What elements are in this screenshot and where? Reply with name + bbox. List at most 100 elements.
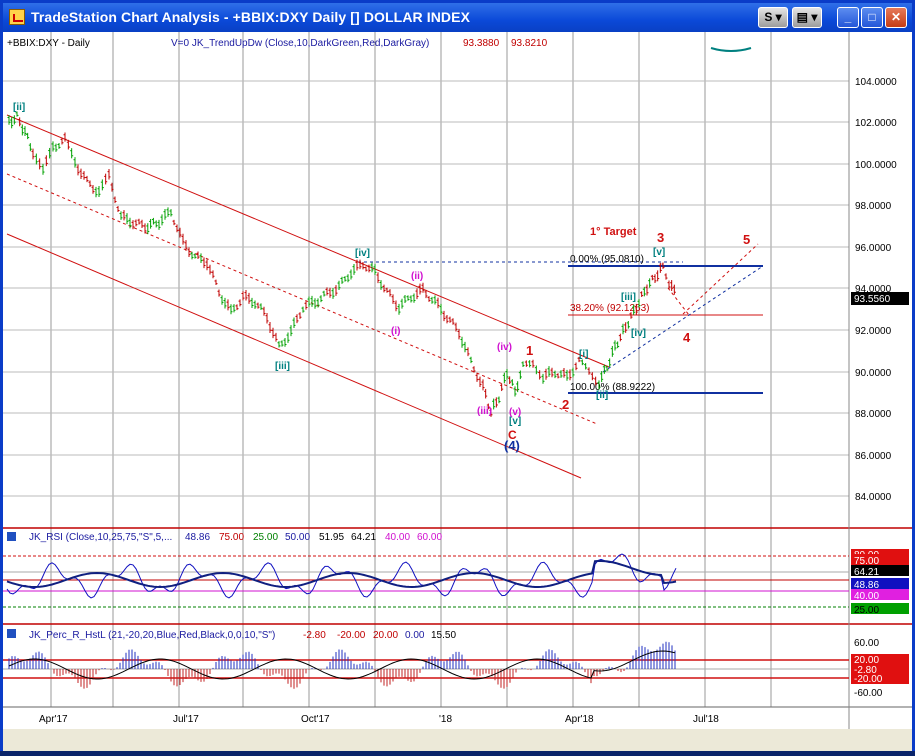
tradestation-app-icon[interactable] (9, 9, 25, 25)
price-tick-label: 96.0000 (855, 243, 892, 254)
wave-label-ii: [ii] (13, 102, 25, 113)
perc-value-1: -2.80 (303, 630, 326, 641)
perc-r-pane[interactable]: JK_Perc_R_HstL (21,-20,20,Blue,Red,Black… (3, 629, 909, 699)
wave-label-sub-v: (v) (509, 407, 521, 418)
channel-mid-line (6, 173, 598, 425)
projection-red-dashed (682, 243, 759, 315)
last-price-label: 93.5560 (854, 294, 891, 305)
wave-label-right-iii: [iii] (621, 292, 636, 303)
perc-value-4: 0.00 (405, 630, 425, 641)
price-tick-label: 84.0000 (855, 492, 892, 503)
price-bars (7, 111, 676, 417)
indicator-value-1: 93.3880 (463, 38, 500, 49)
fibonacci-lines (358, 243, 764, 394)
fib-top-label: 0.00% (95.0810) (570, 254, 644, 265)
horizontal-scrollbar[interactable] (3, 729, 912, 751)
x-label-jul18: Jul'18 (693, 714, 719, 725)
perc-axis-20: 20.00 (854, 655, 879, 666)
rsi-axis-6421: 64.21 (854, 567, 879, 578)
rsi-value-2: 75.00 (219, 532, 244, 543)
perc-axis-60: 60.00 (854, 638, 879, 649)
rsi-axis-4886: 48.86 (854, 580, 879, 591)
indicator-value-2: 93.8210 (511, 38, 548, 49)
channel-lower-line (6, 233, 582, 479)
price-tick-label: 94.0000 (855, 284, 892, 295)
grid-menu-button[interactable]: ▤ ▾ (792, 7, 822, 28)
price-tick-label: 98.0000 (855, 201, 892, 212)
perc-axis-box-minus280 (851, 664, 909, 675)
rsi-pane-icon[interactable] (7, 532, 16, 541)
wave-label-1: 1 (526, 343, 533, 358)
wave-label-right-v: [v] (653, 247, 665, 258)
perc-value-2: -20.00 (337, 630, 366, 641)
target-label: 1° Target (590, 226, 637, 238)
rsi-value-8: 60.00 (417, 532, 442, 543)
perc-value-3: 20.00 (373, 630, 398, 641)
indicator-label: V=0 JK_TrendUpDw (Close,10,DarkGreen,Red… (171, 38, 429, 49)
x-label-18: '18 (439, 714, 452, 725)
wave-label-4-circled: (4) (504, 438, 520, 453)
wave-label-2: 2 (562, 397, 569, 412)
wave-label-c: C (508, 428, 517, 442)
wave-label-sub-i: (i) (391, 326, 400, 337)
wave-label-iv: [iv] (355, 248, 370, 259)
rsi-value-7: 40.00 (385, 532, 410, 543)
perc-signal-line (8, 650, 676, 680)
x-label-apr18: Apr'18 (565, 714, 594, 725)
price-tick-label: 100.0000 (855, 160, 897, 171)
price-horizontal-grid (3, 80, 849, 497)
perc-value-5: 15.50 (431, 630, 456, 641)
rsi-axis-40: 40.00 (854, 591, 879, 602)
channel-upper-line (6, 114, 610, 368)
rsi-label: JK_RSI (Close,10,25,75,"S",5,... (29, 532, 172, 543)
perc-pane-icon[interactable] (7, 629, 16, 638)
price-tick-label: 104.0000 (855, 77, 897, 88)
rsi-axis-box-6421 (851, 565, 909, 576)
wave-label-sub-ii: (ii) (411, 271, 423, 282)
price-tick-label: 90.0000 (855, 368, 892, 379)
rsi-value-1: 48.86 (185, 532, 210, 543)
wave-label-v-left: [v] (509, 416, 521, 427)
fib-mid-label: 38.20% (92.1263) (570, 303, 650, 314)
rsi-pane[interactable]: JK_RSI (Close,10,25,75,"S",5,... 48.86 7… (3, 532, 909, 616)
chart-area[interactable]: +BBIX:DXY - Daily V=0 JK_TrendUpDw (Clos… (3, 32, 912, 751)
perc-axis-minus60: -60.00 (854, 688, 883, 699)
s-menu-button[interactable]: S ▾ (758, 7, 788, 28)
x-label-oct17: Oct'17 (301, 714, 330, 725)
close-button[interactable]: ✕ (885, 7, 907, 28)
rsi-axis-box-40 (851, 589, 909, 600)
perc-label: JK_Perc_R_HstL (21,-20,20,Blue,Red,Black… (29, 630, 275, 641)
projection-blue-dashed (602, 265, 764, 373)
trend-channel (6, 114, 610, 479)
price-tick-label: 88.0000 (855, 409, 892, 420)
last-price-box (851, 292, 909, 305)
rsi-average-line (6, 560, 677, 589)
perc-axis-box-20 (851, 654, 909, 665)
title-bar[interactable]: TradeStation Chart Analysis - +BBIX:DXY … (3, 3, 912, 32)
time-axis: Apr'17 Jul'17 Oct'17 '18 Apr'18 Jul'18 (39, 714, 719, 725)
price-tick-label: 86.0000 (855, 451, 892, 462)
rsi-value-4: 50.00 (285, 532, 310, 543)
perc-axis-box-minus20 (851, 673, 909, 684)
symbol-label: +BBIX:DXY - Daily (7, 38, 90, 49)
x-label-jul17: Jul'17 (173, 714, 199, 725)
rsi-value-6: 64.21 (351, 532, 376, 543)
maximize-button[interactable]: □ (861, 7, 883, 28)
perc-axis-minus20: -20.00 (854, 674, 883, 685)
rsi-axis-box-25 (851, 603, 909, 614)
rsi-axis-box-4886 (851, 578, 909, 589)
wave-label-right-i: [i] (579, 349, 588, 360)
rsi-axis-box-75 (851, 554, 909, 565)
x-label-apr17: Apr'17 (39, 714, 68, 725)
fib-bottom-label: 100.00% (88.9222) (570, 382, 655, 393)
wave-label-3: 3 (657, 230, 664, 245)
minimize-button[interactable]: _ (837, 7, 859, 28)
wave-label-right-ii: [ii] (596, 390, 608, 401)
perc-axis-minus280: -2.80 (854, 665, 877, 676)
wave-label-iii: [iii] (275, 361, 290, 372)
rsi-value-5: 51.95 (319, 532, 344, 543)
cyan-arc-marker (710, 47, 752, 52)
wave-label-sub-iii: (iii) (477, 406, 492, 417)
wave-label-4: 4 (683, 330, 691, 345)
